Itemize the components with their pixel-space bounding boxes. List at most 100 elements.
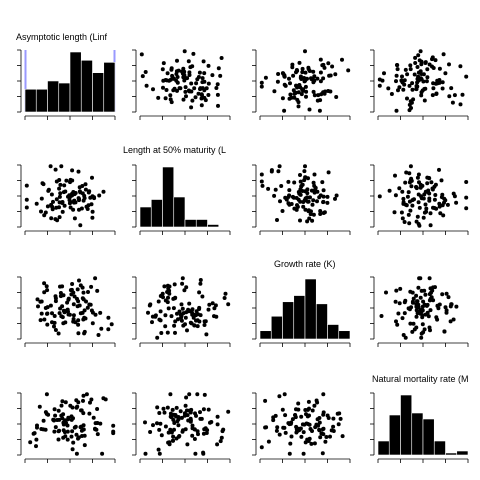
scatter-point: [191, 51, 196, 56]
scatter-point: [187, 392, 192, 397]
scatter-point: [269, 169, 274, 174]
scatter-point: [275, 79, 280, 84]
scatter-point: [315, 400, 320, 405]
scatter-point: [163, 324, 168, 329]
scatter-point: [172, 323, 177, 328]
scatter-point: [464, 195, 469, 200]
scatter-point: [52, 324, 56, 329]
scatter-point: [438, 211, 443, 216]
scatter-point: [190, 426, 195, 431]
scatter-point: [35, 425, 39, 430]
histogram-bar: [304, 278, 317, 340]
scatter-point: [157, 411, 162, 415]
histogram-bar: [24, 88, 37, 113]
scatter-point: [181, 323, 186, 328]
scatter-point: [70, 168, 75, 173]
scatter-point: [212, 306, 217, 311]
scatter-point: [202, 392, 207, 397]
scatter-point: [175, 419, 180, 424]
scatter-point: [44, 284, 49, 289]
scatter-point: [442, 196, 447, 201]
scatter-point: [90, 215, 95, 220]
scatter-point: [52, 320, 57, 325]
scatter-point: [307, 69, 312, 73]
scatter-point: [417, 223, 422, 228]
scatter-point: [185, 442, 190, 447]
scatter-point: [426, 314, 431, 319]
scatter-point: [315, 199, 319, 204]
scatter-point: [416, 302, 421, 307]
scatter-point: [411, 321, 416, 326]
scatter-point: [78, 283, 83, 288]
scatter-point: [340, 434, 345, 439]
scatter-point: [65, 307, 70, 312]
scatter-point: [39, 427, 44, 431]
scatter-point: [210, 73, 215, 78]
scatter-point: [300, 66, 305, 71]
scatter-point: [171, 434, 176, 439]
scatter-point: [36, 304, 40, 309]
scatter-point: [272, 193, 277, 198]
scatter-point: [320, 451, 325, 456]
scatter-point: [226, 302, 231, 307]
scatter-point: [43, 427, 48, 432]
scatter-point: [284, 197, 289, 202]
scatter-point: [151, 423, 155, 428]
scatter-point: [297, 60, 302, 65]
scatter-point: [96, 333, 101, 337]
scatter-point: [166, 295, 170, 300]
scatter-point: [80, 434, 84, 438]
panel-r1-c1: [132, 164, 231, 235]
scatter-point: [223, 291, 228, 296]
scatter-point: [49, 202, 54, 207]
panel-r1-c3: [370, 164, 469, 235]
scatter-point: [88, 400, 92, 405]
scatter-point: [87, 411, 92, 416]
histogram-bar: [259, 330, 272, 340]
scatter-point: [422, 302, 427, 307]
scatter-point: [433, 58, 438, 63]
scatter-point: [172, 421, 177, 425]
scatter-point: [301, 88, 305, 93]
scatter-point: [303, 196, 308, 201]
scatter-point: [143, 451, 148, 456]
scatter-point: [54, 179, 59, 184]
panels: [17, 49, 469, 463]
scatter-point: [299, 434, 304, 439]
scatter-point: [183, 315, 188, 320]
scatter-point: [325, 413, 330, 418]
scatter-point: [111, 429, 116, 434]
scatter-point: [298, 85, 303, 90]
scatter-point: [186, 59, 191, 64]
scatter-point: [81, 297, 86, 302]
scatter-point: [318, 435, 323, 440]
scatter-point: [81, 411, 86, 416]
diag-label-1: Length at 50% maturity (L: [123, 145, 226, 155]
scatter-point: [60, 315, 65, 320]
scatter-point: [287, 451, 292, 456]
scatter-point: [303, 84, 308, 89]
scatter-point: [431, 86, 436, 91]
scatter-point: [303, 70, 308, 75]
scatter-point: [188, 418, 193, 423]
scatter-point: [68, 288, 73, 293]
scatter-point: [393, 299, 398, 304]
scatter-point: [397, 186, 402, 191]
scatter-point: [306, 399, 311, 404]
scatter-point: [93, 276, 98, 281]
scatter-point: [169, 66, 174, 71]
scatter-point: [447, 62, 451, 67]
scatter-point: [277, 164, 282, 169]
scatter-point: [218, 73, 223, 78]
scatter-point: [423, 312, 428, 317]
scatter-point: [143, 420, 147, 425]
scatter-point: [202, 88, 207, 93]
scatter-point: [95, 407, 100, 411]
scatter-point: [81, 398, 85, 403]
scatter-point: [84, 392, 89, 397]
histogram-bar: [162, 166, 175, 228]
scatter-point: [311, 69, 316, 74]
scatter-point: [42, 317, 47, 322]
scatter-point: [409, 176, 414, 181]
scatter-point: [226, 409, 231, 414]
